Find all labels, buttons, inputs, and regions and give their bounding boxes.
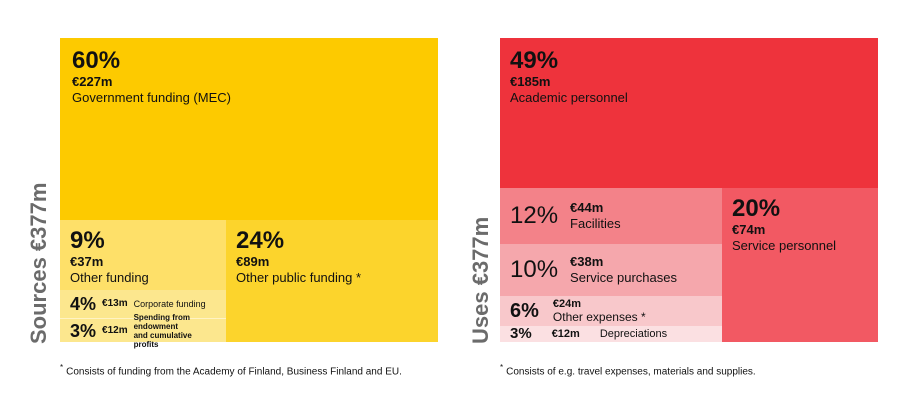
amount-label: €12m bbox=[551, 328, 580, 340]
amount-label: €89m bbox=[236, 254, 270, 269]
category-label: Government funding (MEC) bbox=[72, 90, 231, 105]
pct-label: 3% bbox=[70, 320, 97, 341]
pct-label: 20% bbox=[732, 195, 781, 222]
treemap-cell-other-funding: 9% €37m Other funding bbox=[60, 220, 226, 290]
treemap-cell-other-public-funding: 24% €89m Other public funding * bbox=[226, 220, 438, 342]
category-label: Facilities bbox=[570, 216, 621, 231]
pct-label: 4% bbox=[70, 294, 97, 314]
sources-footnote: * Consists of funding from the Academy of… bbox=[60, 363, 402, 378]
amount-label: €74m bbox=[732, 222, 766, 237]
uses-footnote: * Consists of e.g. travel expenses, mater… bbox=[500, 363, 756, 378]
amount-label: €38m bbox=[570, 254, 604, 269]
category-label: Corporate funding bbox=[133, 299, 206, 309]
treemap-cell-academic-personnel: 49% €185m Academic personnel bbox=[500, 38, 878, 188]
amount-label: €13m bbox=[102, 298, 128, 309]
amount-label: €12m bbox=[102, 324, 128, 336]
pct-label: 24% bbox=[236, 227, 285, 254]
treemap-cell-other-expenses: 6% €24m Other expenses * bbox=[500, 296, 722, 326]
sources-axis-label: Sources €377m bbox=[26, 182, 51, 344]
amount-label: €37m bbox=[70, 254, 104, 269]
category-label: Depreciations bbox=[599, 328, 668, 340]
treemap-cell-depreciations: 3% €12m Depreciations bbox=[500, 326, 722, 342]
category-label-line1: Spending from endowment bbox=[133, 312, 191, 331]
treemap-cell-endowment: 3% €12m Spending from endowment and cumu… bbox=[60, 313, 226, 349]
treemap-cell-service-personnel: 20% €74m Service personnel bbox=[722, 188, 878, 342]
footnote-text: Consists of funding from the Academy of … bbox=[66, 366, 402, 378]
category-label: Other funding bbox=[70, 270, 149, 285]
category-label: Service purchases bbox=[570, 270, 677, 285]
amount-label: €44m bbox=[570, 200, 604, 215]
treemap-cell-facilities: 12% €44m Facilities bbox=[500, 188, 722, 244]
pct-label: 3% bbox=[510, 325, 532, 342]
treemap-cell-corporate-funding: 4% €13m Corporate funding bbox=[60, 290, 226, 318]
category-label: Other public funding * bbox=[236, 270, 362, 285]
pct-label: 6% bbox=[510, 300, 539, 322]
pct-label: 60% bbox=[72, 47, 121, 74]
treemap-cell-service-purchases: 10% €38m Service purchases bbox=[500, 244, 722, 296]
treemap-cell-government-funding: 60% €227m Government funding (MEC) bbox=[60, 38, 438, 220]
category-label: Academic personnel bbox=[510, 90, 628, 105]
uses-axis-label: Uses €377m bbox=[468, 216, 493, 344]
amount-label: €185m bbox=[510, 74, 551, 89]
amount-label: €24m bbox=[552, 298, 582, 310]
footnote-text: Consists of e.g. travel expenses, materi… bbox=[506, 366, 756, 378]
pct-label: 49% bbox=[510, 47, 559, 74]
pct-label: 12% bbox=[510, 202, 559, 229]
pct-label: 10% bbox=[510, 256, 559, 283]
category-label: Other expenses * bbox=[552, 310, 646, 324]
category-label-line2: and cumulative profits bbox=[133, 330, 192, 349]
amount-label: €227m bbox=[72, 74, 113, 89]
category-label: Service personnel bbox=[732, 238, 837, 253]
pct-label: 9% bbox=[70, 227, 105, 254]
